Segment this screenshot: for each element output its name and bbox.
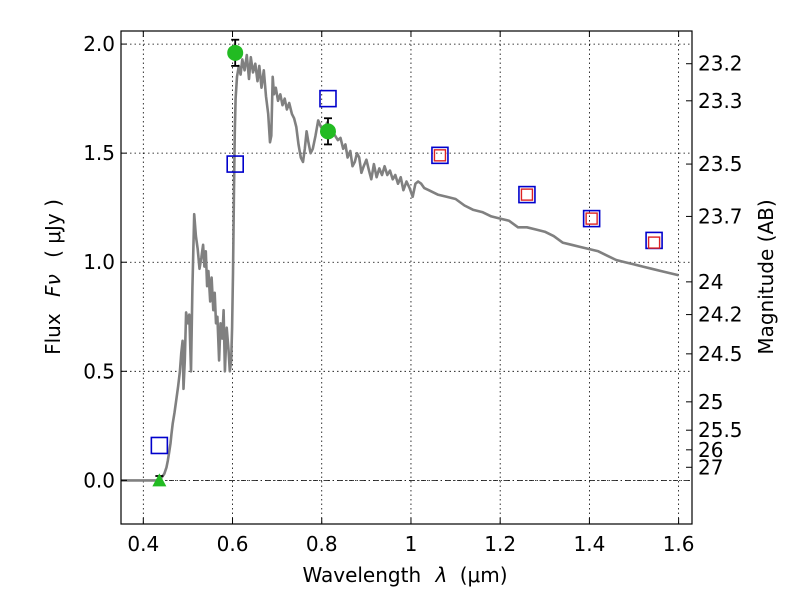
y-axis-label-unit: ( μJy ) xyxy=(41,199,65,258)
y-axis-right-label: Magnitude (AB) xyxy=(754,199,778,354)
y-tick-label-0: 0.0 xyxy=(83,468,115,492)
fitted-band-point-1 xyxy=(520,188,534,201)
y-tick-label-4: 2.0 xyxy=(83,32,115,56)
magnitude-tick-label-1: 23.3 xyxy=(698,89,743,113)
x-tick-label-3: 1 xyxy=(405,532,418,556)
observed-point-1 xyxy=(227,44,244,61)
fitted-band-point-0 xyxy=(433,149,447,162)
x-tick-label-4: 1.2 xyxy=(484,532,516,556)
magnitude-tick-label-5: 24.2 xyxy=(698,303,743,327)
points-layer xyxy=(150,38,663,487)
x-tick-label-0: 0.4 xyxy=(127,532,159,556)
ticks-layer: 0.4 0.6 0.8 1 1.2 1.4 1.6 0.0 0.5 1.0 1.5 2.0 23.2 23… xyxy=(83,31,743,556)
model-band-point-3 xyxy=(431,146,449,165)
x-axis-label: Wavelength λ (μm) xyxy=(302,563,507,587)
x-tick-label-2: 0.8 xyxy=(306,532,338,556)
y-axis-label: Flux Fν ( μJy ) xyxy=(41,199,65,355)
y-tick-label-2: 1.0 xyxy=(83,250,115,274)
model-band-point-0 xyxy=(150,436,169,455)
magnitude-tick-label-3: 23.7 xyxy=(698,204,743,228)
fitted-band-point-2 xyxy=(585,212,598,225)
magnitude-tick-label-4: 24 xyxy=(698,270,723,294)
observed-point-2 xyxy=(319,123,336,140)
x-axis-label-text: Wavelength xyxy=(302,563,421,587)
plot-frame xyxy=(120,30,693,525)
x-tick-label-6: 1.6 xyxy=(663,532,695,556)
x-axis-label-symbol: λ xyxy=(435,563,448,587)
y-axis-label-symbol: Fν xyxy=(41,274,65,297)
observed-upper-limit-0 xyxy=(152,473,167,487)
model-band-point-2 xyxy=(319,89,337,108)
x-axis-label-unit: (μm) xyxy=(460,563,508,587)
model-band-point-5 xyxy=(582,209,601,228)
magnitude-tick-label-0: 23.2 xyxy=(698,52,743,76)
model-layer xyxy=(121,53,679,482)
model-band-point-4 xyxy=(518,185,536,204)
magnitude-tick-label-6: 24.5 xyxy=(698,342,743,366)
fitted-band-point-3 xyxy=(647,236,661,249)
y-axis-label-text: Flux xyxy=(41,313,65,355)
magnitude-tick-label-8: 25.5 xyxy=(698,418,743,442)
magnitude-tick-label-9: 26 xyxy=(698,438,723,462)
y-tick-label-3: 1.5 xyxy=(83,141,115,165)
x-tick-label-5: 1.4 xyxy=(573,532,605,556)
magnitude-tick-label-10: 27 xyxy=(698,455,723,479)
magnitude-tick-label-2: 23.5 xyxy=(698,152,743,176)
model-band-point-1 xyxy=(226,155,244,173)
model-spectrum-line xyxy=(121,53,679,482)
grid-layer xyxy=(121,31,692,524)
magnitude-tick-label-7: 25 xyxy=(698,390,723,414)
x-tick-label-1: 0.6 xyxy=(217,532,249,556)
y-tick-label-1: 0.5 xyxy=(83,359,115,383)
